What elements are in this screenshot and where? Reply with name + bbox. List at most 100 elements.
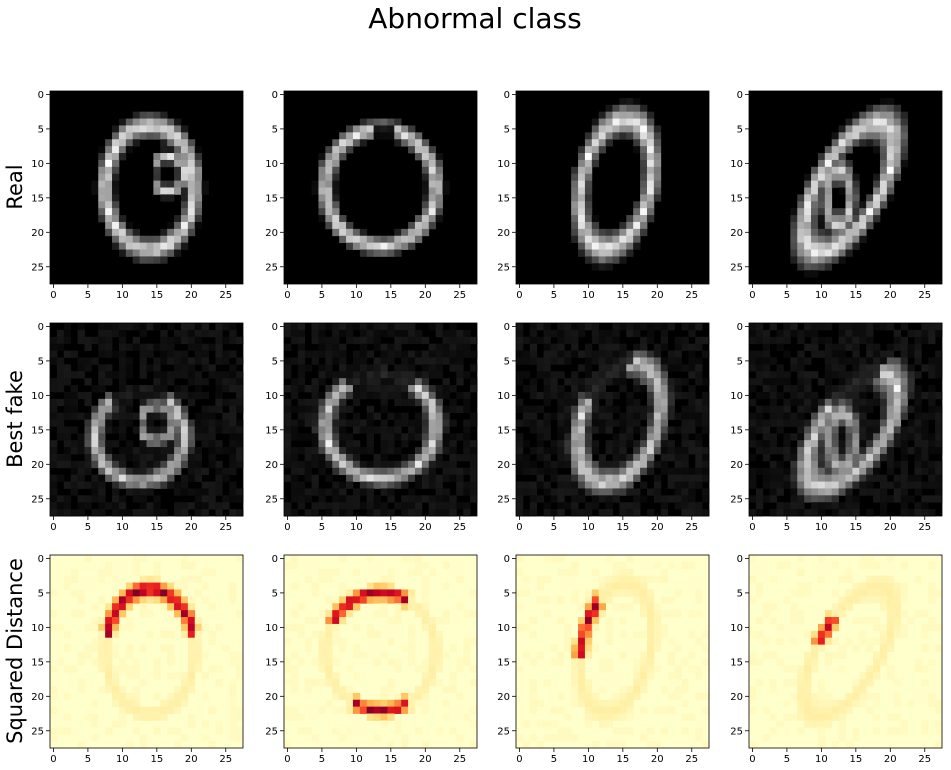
- image-pixel: [387, 343, 395, 351]
- axes-frame: [283, 322, 478, 517]
- image-pixel: [935, 699, 943, 708]
- image-pixel: [536, 474, 544, 482]
- image-pixel: [91, 734, 99, 742]
- image-pixel: [866, 617, 874, 625]
- image-pixel: [187, 720, 196, 728]
- image-pixel: [688, 467, 696, 476]
- image-pixel: [332, 215, 340, 223]
- image-pixel: [194, 658, 203, 666]
- image-pixel: [893, 440, 902, 448]
- image-pixel: [790, 460, 798, 469]
- image-pixel: [804, 173, 812, 181]
- image-pixel: [914, 357, 922, 365]
- image-pixel: [873, 589, 881, 597]
- image-pixel: [845, 118, 853, 126]
- image-pixel: [311, 180, 319, 188]
- image-pixel: [536, 364, 544, 372]
- image-pixel: [318, 405, 326, 413]
- image-pixel: [619, 741, 627, 749]
- image-pixel: [797, 488, 805, 496]
- image-pixel: [84, 453, 92, 462]
- image-pixel: [332, 173, 340, 181]
- image-pixel: [311, 460, 319, 469]
- image-pixel: [201, 343, 209, 351]
- image-pixel: [414, 474, 423, 482]
- image-pixel: [332, 596, 340, 604]
- y-tick-label: 0: [38, 322, 44, 333]
- image-pixel: [578, 603, 586, 611]
- image-pixel: [845, 385, 853, 393]
- image-pixel: [125, 440, 134, 448]
- image-pixel: [112, 153, 120, 161]
- image-pixel: [187, 610, 196, 618]
- image-pixel: [626, 398, 634, 407]
- image-pixel: [160, 467, 168, 476]
- image-pixel: [84, 447, 92, 455]
- image-pixel: [646, 350, 655, 358]
- image-pixel: [852, 679, 860, 687]
- image-pixel: [304, 447, 312, 455]
- image-pixel: [783, 713, 791, 721]
- image-pixel: [571, 391, 579, 400]
- image-pixel: [900, 159, 908, 168]
- image-pixel: [139, 385, 147, 393]
- image-pixel: [591, 139, 600, 147]
- image-pixel: [325, 146, 333, 154]
- image-pixel: [304, 350, 312, 358]
- image-pixel: [755, 364, 764, 372]
- image-pixel: [146, 398, 154, 407]
- image-pixel: [414, 398, 423, 407]
- image-pixel: [194, 187, 203, 195]
- image-pixel: [529, 630, 538, 639]
- image-pixel: [194, 343, 203, 351]
- image-pixel: [866, 672, 874, 680]
- image-pixel: [325, 568, 333, 577]
- image-pixel: [70, 481, 78, 489]
- image-pixel: [755, 679, 764, 687]
- image-pixel: [873, 582, 881, 590]
- image-pixel: [201, 720, 209, 728]
- image-pixel: [325, 453, 333, 462]
- image-pixel: [598, 412, 606, 420]
- image-pixel: [318, 644, 326, 652]
- image-pixel: [414, 215, 423, 223]
- image-pixel: [605, 249, 613, 257]
- image-pixel: [612, 343, 620, 351]
- image-pixel: [366, 713, 374, 721]
- image-pixel: [817, 235, 826, 244]
- image-pixel: [160, 343, 168, 351]
- image-pixel: [50, 589, 58, 597]
- image-pixel: [749, 467, 757, 476]
- image-pixel: [146, 323, 154, 331]
- image-pixel: [304, 644, 312, 652]
- image-pixel: [146, 509, 154, 517]
- image-pixel: [529, 412, 538, 420]
- image-pixel: [105, 658, 113, 666]
- image-pixel: [112, 125, 120, 133]
- image-pixel: [421, 575, 430, 583]
- image-pixel: [605, 467, 613, 476]
- image-pixel: [646, 488, 655, 496]
- image-pixel: [557, 447, 565, 455]
- image-pixel: [56, 364, 65, 372]
- image-pixel: [215, 460, 223, 469]
- image-pixel: [886, 343, 895, 351]
- image-pixel: [408, 125, 416, 133]
- image-pixel: [470, 467, 478, 476]
- image-pixel: [695, 596, 703, 604]
- image-pixel: [797, 568, 805, 577]
- image-pixel: [811, 419, 819, 427]
- image-pixel: [550, 734, 558, 742]
- image-pixel: [435, 651, 443, 659]
- image-pixel: [886, 460, 895, 469]
- image-pixel: [366, 481, 374, 489]
- image-pixel: [112, 412, 120, 420]
- image-pixel: [332, 467, 340, 476]
- image-pixel: [435, 474, 443, 482]
- image-pixel: [77, 412, 85, 420]
- image-pixel: [421, 658, 430, 666]
- image-pixel: [442, 385, 450, 393]
- image-pixel: [516, 460, 524, 469]
- x-tick-label: 20: [884, 522, 897, 533]
- image-pixel: [529, 336, 538, 345]
